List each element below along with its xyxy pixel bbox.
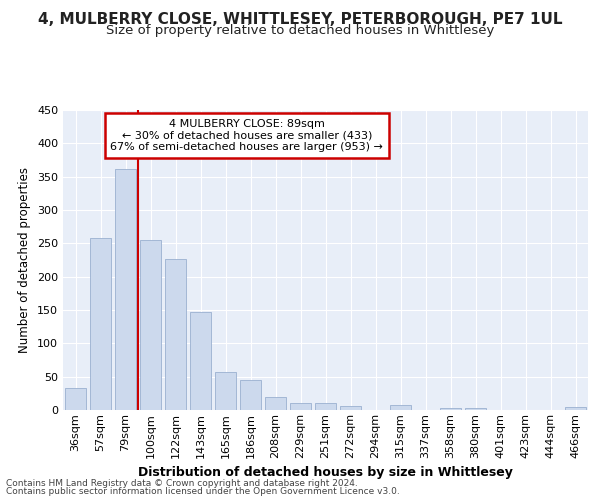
Bar [215,372,236,410]
X-axis label: Distribution of detached houses by size in Whittlesey: Distribution of detached houses by size … [138,466,513,479]
Text: Contains public sector information licensed under the Open Government Licence v3: Contains public sector information licen… [6,487,400,496]
Bar [265,396,286,410]
Bar [565,408,586,410]
Bar [465,408,486,410]
Bar [90,238,111,410]
Bar [440,408,461,410]
Text: 4 MULBERRY CLOSE: 89sqm
← 30% of detached houses are smaller (433)
67% of semi-d: 4 MULBERRY CLOSE: 89sqm ← 30% of detache… [110,119,383,152]
Y-axis label: Number of detached properties: Number of detached properties [19,167,31,353]
Bar [115,168,136,410]
Bar [65,388,86,410]
Bar [315,402,336,410]
Bar [390,406,411,410]
Bar [165,258,186,410]
Bar [340,406,361,410]
Text: Size of property relative to detached houses in Whittlesey: Size of property relative to detached ho… [106,24,494,37]
Bar [290,402,311,410]
Bar [240,380,261,410]
Text: 4, MULBERRY CLOSE, WHITTLESEY, PETERBOROUGH, PE7 1UL: 4, MULBERRY CLOSE, WHITTLESEY, PETERBORO… [38,12,562,28]
Bar [190,312,211,410]
Text: Contains HM Land Registry data © Crown copyright and database right 2024.: Contains HM Land Registry data © Crown c… [6,478,358,488]
Bar [140,240,161,410]
